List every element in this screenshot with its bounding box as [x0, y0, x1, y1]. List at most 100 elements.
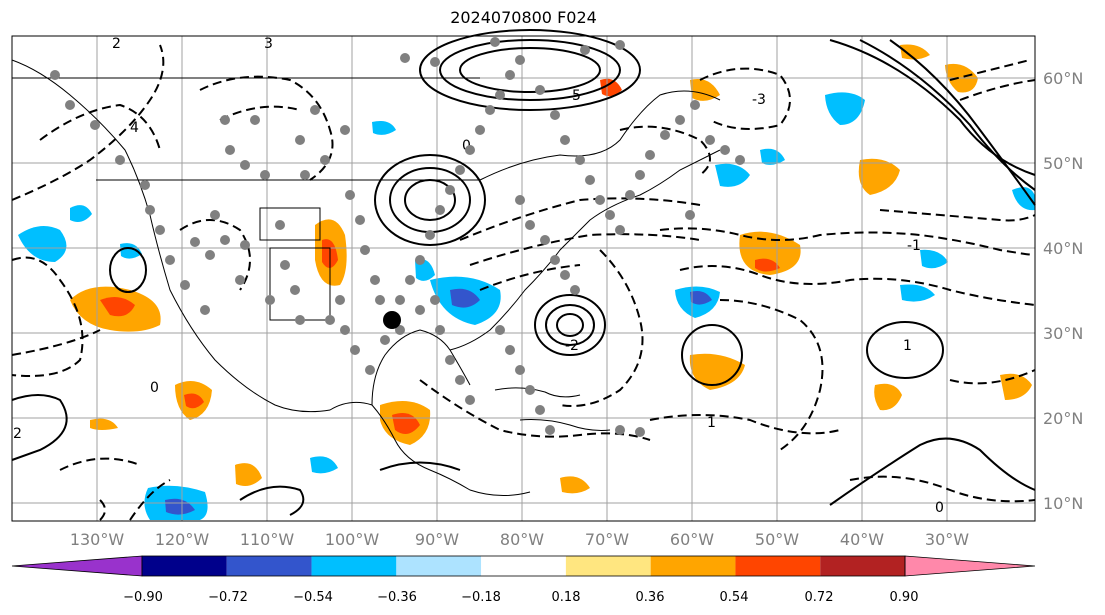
station-dot [720, 145, 730, 155]
contour-label: 4 [130, 120, 139, 136]
station-dot [355, 215, 365, 225]
station-dot [415, 255, 425, 265]
colorbar-segment [820, 556, 905, 576]
colorbar-tick: 0.90 [890, 590, 919, 605]
lon-label: 130°W [70, 530, 125, 549]
map-frame [11, 35, 1036, 522]
lon-label: 60°W [670, 530, 714, 549]
station-dot [505, 70, 515, 80]
station-dot [275, 220, 285, 230]
station-dot [445, 185, 455, 195]
station-dot [295, 135, 305, 145]
station-dot [515, 365, 525, 375]
lon-label: 50°W [755, 530, 799, 549]
station-dot [595, 195, 605, 205]
station-dot [300, 170, 310, 180]
lon-label: 120°W [155, 530, 210, 549]
station-dot [225, 145, 235, 155]
lat-label: 10°N [1043, 494, 1083, 513]
lat-label: 40°N [1043, 239, 1083, 258]
colorbar-segment [565, 556, 651, 576]
colorbar-tick: −0.36 [377, 590, 417, 605]
station-dot [375, 295, 385, 305]
colorbar-ticks: −0.90 −0.72 −0.54 −0.36 −0.18 0.18 0.36 … [123, 590, 918, 605]
station-dot [425, 230, 435, 240]
lon-label: 70°W [585, 530, 629, 549]
station-dot [145, 205, 155, 215]
latitude-labels: 60°N 50°N 40°N 30°N 20°N 10°N [1043, 69, 1083, 513]
station-dot [645, 150, 655, 160]
station-dot [200, 305, 210, 315]
station-dot [430, 57, 440, 67]
station-dot [320, 155, 330, 165]
station-dot [570, 285, 580, 295]
lat-label: 60°N [1043, 69, 1083, 88]
station-dot [310, 105, 320, 115]
colorbar-tick: −0.18 [461, 590, 501, 605]
storm-marker [383, 311, 401, 329]
station-dot [635, 170, 645, 180]
colorbar-tick: 0.36 [636, 590, 665, 605]
station-dot [560, 270, 570, 280]
contour-label: -1 [907, 238, 921, 254]
station-dot [65, 100, 75, 110]
station-dot [615, 425, 625, 435]
station-dot [250, 115, 260, 125]
station-dot [430, 295, 440, 305]
colorbar-tick: 0.18 [552, 590, 581, 605]
lon-label: 80°W [500, 530, 544, 549]
station-dot [165, 255, 175, 265]
station-dot [475, 125, 485, 135]
station-dot [735, 155, 745, 165]
contour-label: 1 [903, 338, 912, 354]
station-dot [625, 190, 635, 200]
station-dot [360, 245, 370, 255]
station-dot [435, 325, 445, 335]
station-dot [365, 365, 375, 375]
station-dot [265, 295, 275, 305]
station-dot [675, 115, 685, 125]
station-dots [50, 37, 745, 437]
lat-label: 30°N [1043, 324, 1083, 343]
station-dot [140, 180, 150, 190]
station-dot [400, 53, 410, 63]
colorbar-outline [141, 555, 906, 577]
colorbar-tick: 0.54 [720, 590, 749, 605]
map-title: 2024070800 F024 [450, 8, 597, 27]
station-dot [235, 275, 245, 285]
station-dot [155, 225, 165, 235]
station-dot [240, 240, 250, 250]
station-dot [525, 385, 535, 395]
station-dot [615, 225, 625, 235]
contour-label: 0 [150, 380, 159, 396]
station-dot [380, 335, 390, 345]
station-dot [370, 275, 380, 285]
colorbar [11, 555, 1036, 577]
station-dot [405, 275, 415, 285]
colorbar-segment [735, 556, 821, 576]
station-dot [240, 160, 250, 170]
station-dot [395, 295, 405, 305]
station-dot [325, 315, 335, 325]
station-dot [685, 210, 695, 220]
contour-label: 2 [112, 36, 121, 52]
station-dot [575, 155, 585, 165]
lat-label: 50°N [1043, 154, 1083, 173]
station-dot [525, 220, 535, 230]
lon-label: 90°W [415, 530, 459, 549]
lon-label: 40°W [840, 530, 884, 549]
station-dot [345, 190, 355, 200]
station-dot [465, 395, 475, 405]
station-dot [90, 120, 100, 130]
colorbar-tick: −0.54 [293, 590, 333, 605]
contour-label: 2 [13, 426, 22, 442]
station-dot [220, 115, 230, 125]
station-dot [535, 405, 545, 415]
colorbar-segment [650, 556, 736, 576]
colorbar-segment [226, 556, 312, 576]
colorbar-segment [481, 556, 566, 576]
contour-label: -2 [565, 338, 579, 354]
station-dot [585, 175, 595, 185]
station-dot [615, 40, 625, 50]
